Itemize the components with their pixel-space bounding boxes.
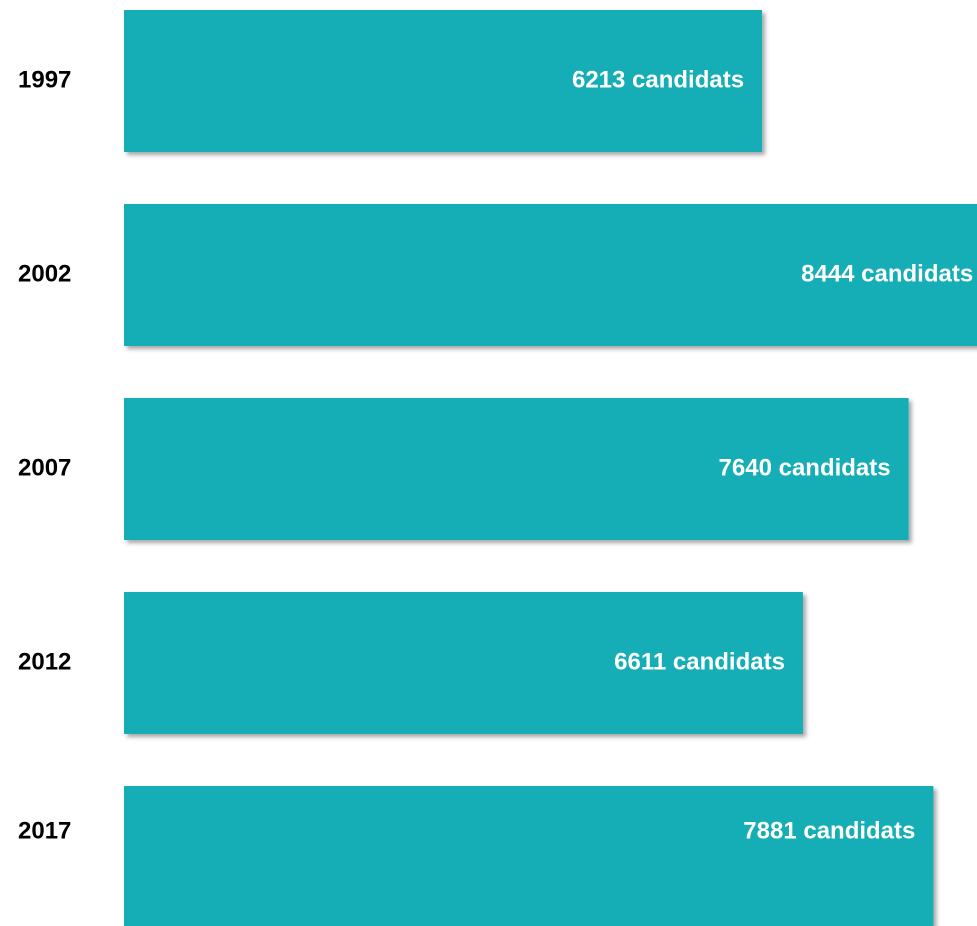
value-label: 8444 candidats	[801, 260, 973, 287]
bar	[124, 10, 763, 152]
value-label: 7640 candidats	[719, 454, 891, 481]
bar	[124, 592, 803, 734]
bar	[124, 204, 977, 346]
value-label: 6611 candidats	[614, 648, 785, 675]
bar	[124, 398, 909, 540]
y-tick-label: 2017	[18, 817, 71, 844]
bar	[124, 786, 934, 926]
y-tick-label: 2002	[18, 260, 71, 287]
value-label: 6213 candidats	[572, 66, 744, 93]
y-tick-label: 1997	[18, 66, 71, 93]
y-tick-label: 2007	[18, 454, 71, 481]
value-label: 7881 candidats	[743, 817, 915, 844]
y-tick-label: 2012	[18, 648, 71, 675]
